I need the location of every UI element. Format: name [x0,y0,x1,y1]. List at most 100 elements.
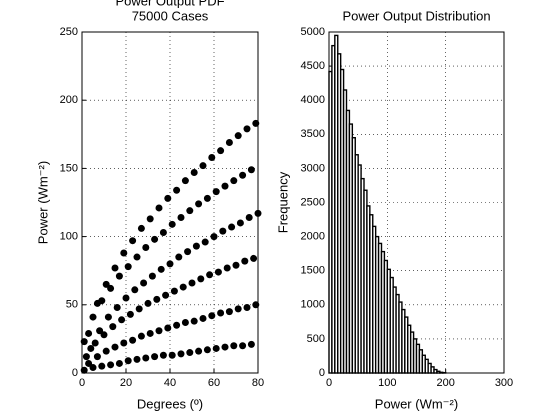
y-tick-label: 250 [60,26,78,38]
point [120,339,128,347]
point [214,268,222,276]
point [241,257,249,265]
y-tick-label: 2500 [301,196,325,208]
y-tick-label: 4000 [301,94,325,106]
x-axis-label: Power (Wm⁻²) [375,396,458,411]
point [170,287,178,295]
point [85,329,93,337]
point [129,237,137,245]
point [115,359,123,367]
point [137,224,145,232]
x-tick-label: 80 [252,377,264,389]
point [133,355,141,363]
point [219,227,227,235]
point [168,351,176,359]
point [221,343,229,351]
point [146,215,154,223]
point [157,265,165,273]
y-tick-label: 0 [72,367,78,379]
point [225,138,233,146]
point [199,314,207,322]
point [146,329,154,337]
y-tick-label: 1500 [301,265,325,277]
point [217,309,225,317]
axes-frame [81,31,259,374]
point [162,291,170,299]
x-tick-label: 200 [436,377,454,389]
point [102,347,110,355]
point [212,344,220,352]
point [243,304,251,312]
y-tick-label: 200 [60,94,78,106]
y-tick-label: 3000 [301,162,325,174]
point [190,168,198,176]
point [208,312,216,320]
x-tick-label: 100 [378,377,396,389]
point [232,261,240,269]
point [239,171,247,179]
y-tick-label: 100 [60,231,78,243]
point [107,284,115,292]
point [206,271,214,279]
point [85,359,93,367]
point [98,297,106,305]
point [164,194,172,202]
point [159,351,167,359]
point [192,242,200,250]
point [126,310,134,318]
point [89,364,97,372]
point [131,286,139,294]
point [175,253,183,261]
y-tick-label: 150 [60,162,78,174]
point [96,327,104,335]
x-tick-label: 60 [208,377,220,389]
point [122,294,130,302]
point [151,353,159,361]
x-axis-label: Degrees (º) [137,396,203,411]
point [188,279,196,287]
point [230,177,238,185]
point [250,254,258,262]
point [104,313,112,321]
point [148,272,156,280]
x-tick-label: 20 [120,377,132,389]
point [181,319,189,327]
point [243,125,251,133]
point [153,295,161,303]
point [87,344,95,352]
point [111,264,119,272]
point [142,244,150,252]
y-tick-label: 1000 [301,299,325,311]
y-axis-label: Power (Wm⁻²) [35,161,50,244]
point [140,279,148,287]
point [151,235,159,243]
point [89,313,97,321]
point [186,349,194,357]
point [142,354,150,362]
point [236,219,244,227]
point [197,275,205,283]
point [166,260,174,268]
point [118,316,126,324]
point [234,305,242,313]
point [124,357,132,365]
point [190,317,198,325]
point [247,340,255,348]
point [135,305,143,313]
point [168,220,176,228]
point [129,336,137,344]
chart-title: 75000 Cases [132,8,209,23]
point [173,321,181,329]
point [177,350,185,358]
y-axis-label: Frequency [275,171,290,233]
point [111,343,119,351]
point [102,280,110,288]
point [234,132,242,140]
point [245,214,253,222]
point [225,308,233,316]
point [247,166,255,174]
point [203,194,211,202]
point [124,263,132,271]
point [210,233,218,241]
point [155,327,163,335]
